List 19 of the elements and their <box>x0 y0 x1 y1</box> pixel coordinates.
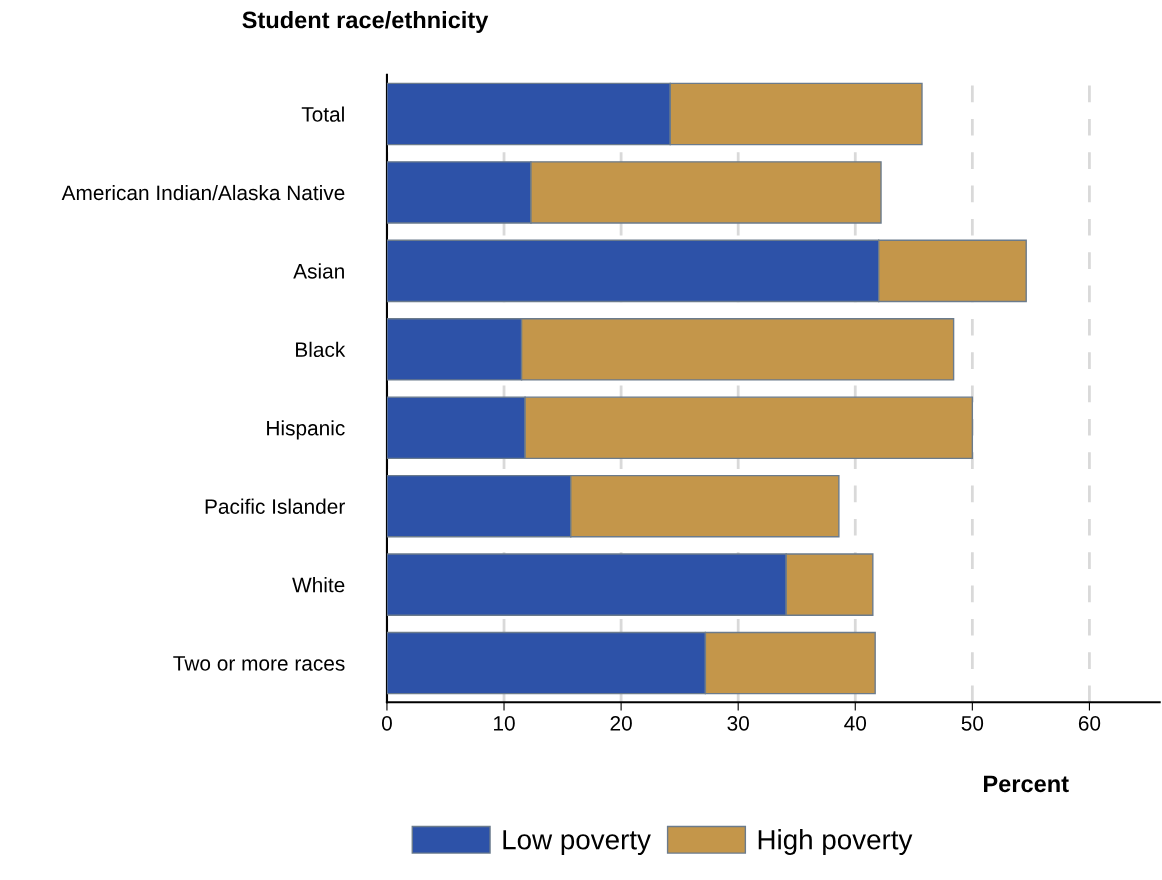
y-tick-label: White <box>292 577 345 593</box>
y-tick-label: American Indian/Alaska Native <box>61 184 345 201</box>
x-tick-label: 40 <box>844 715 867 731</box>
legend-label: Low poverty <box>503 830 651 855</box>
y-tick-label: Asian <box>293 263 344 279</box>
x-tick-label: 30 <box>727 715 749 731</box>
x-tick-label: 20 <box>610 715 632 731</box>
y-tick-label: Pacific Islander <box>205 498 345 514</box>
x-tick-label: 50 <box>961 715 984 731</box>
y-tick-label: Hispanic <box>267 420 345 440</box>
y-axis-title: Student race/ethnicity <box>242 11 489 34</box>
x-tick-label: 60 <box>1078 715 1101 731</box>
y-tick-label: Total <box>301 106 344 122</box>
y-tick-label: Two or more races <box>173 656 345 671</box>
x-tick-label: 0 <box>381 715 392 731</box>
x-tick-label: 10 <box>494 715 515 731</box>
y-tick-label: Black <box>296 341 346 358</box>
x-axis-title: Percent <box>984 775 1069 793</box>
legend-label: High poverty <box>758 829 913 855</box>
